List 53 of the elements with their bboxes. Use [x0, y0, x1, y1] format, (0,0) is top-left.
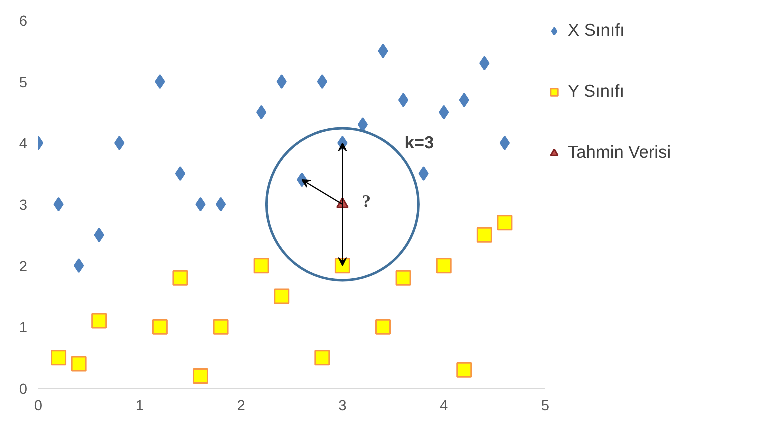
- legend-label: Tahmin Verisi: [568, 142, 672, 163]
- point: [476, 227, 492, 243]
- point: [71, 356, 87, 372]
- point: [456, 362, 472, 378]
- y-tick-label: 4: [19, 136, 28, 153]
- x-tick-label: 5: [541, 398, 550, 414]
- x-tick-label: 3: [338, 398, 347, 414]
- point: [376, 319, 392, 335]
- y-tick-label: 3: [19, 198, 28, 214]
- point: [358, 118, 368, 132]
- point: [396, 270, 412, 286]
- x-tick-label: 2: [237, 398, 246, 414]
- point: [192, 368, 208, 384]
- point: [114, 136, 125, 150]
- point: [175, 166, 186, 182]
- point: [196, 197, 206, 212]
- point: [436, 258, 452, 274]
- point: [497, 215, 513, 231]
- point: [378, 44, 388, 58]
- point: [274, 288, 290, 304]
- point: [92, 313, 108, 329]
- point: [418, 166, 429, 182]
- annotation: k=3: [404, 132, 434, 152]
- x-tick-label: 0: [34, 398, 43, 414]
- legend-label: X Sınıfı: [568, 20, 625, 41]
- point: [459, 92, 470, 108]
- point: [74, 258, 84, 274]
- x-tick-label: 4: [440, 398, 448, 414]
- annotation: ?: [362, 192, 372, 211]
- point: [213, 319, 229, 335]
- point: [216, 197, 226, 212]
- y-tick-label: 5: [19, 75, 28, 92]
- point: [155, 74, 166, 90]
- point: [500, 136, 510, 150]
- point: [152, 319, 168, 335]
- x-tick-label: 1: [136, 398, 144, 414]
- point: [314, 350, 330, 366]
- point: [256, 105, 267, 120]
- point: [172, 270, 188, 286]
- y-tick-label: 0: [19, 382, 28, 398]
- point: [439, 105, 450, 120]
- point: [94, 228, 104, 242]
- point: [54, 197, 64, 212]
- legend-label: Y Sınıfı: [568, 81, 625, 102]
- point: [480, 56, 490, 71]
- y-tick-label: 2: [19, 259, 28, 276]
- point: [51, 350, 67, 366]
- y-tick-label: 6: [19, 14, 28, 30]
- y-tick-label: 1: [19, 320, 28, 337]
- point: [398, 92, 409, 108]
- point: [317, 74, 328, 90]
- point: [276, 74, 287, 90]
- point: [254, 258, 270, 274]
